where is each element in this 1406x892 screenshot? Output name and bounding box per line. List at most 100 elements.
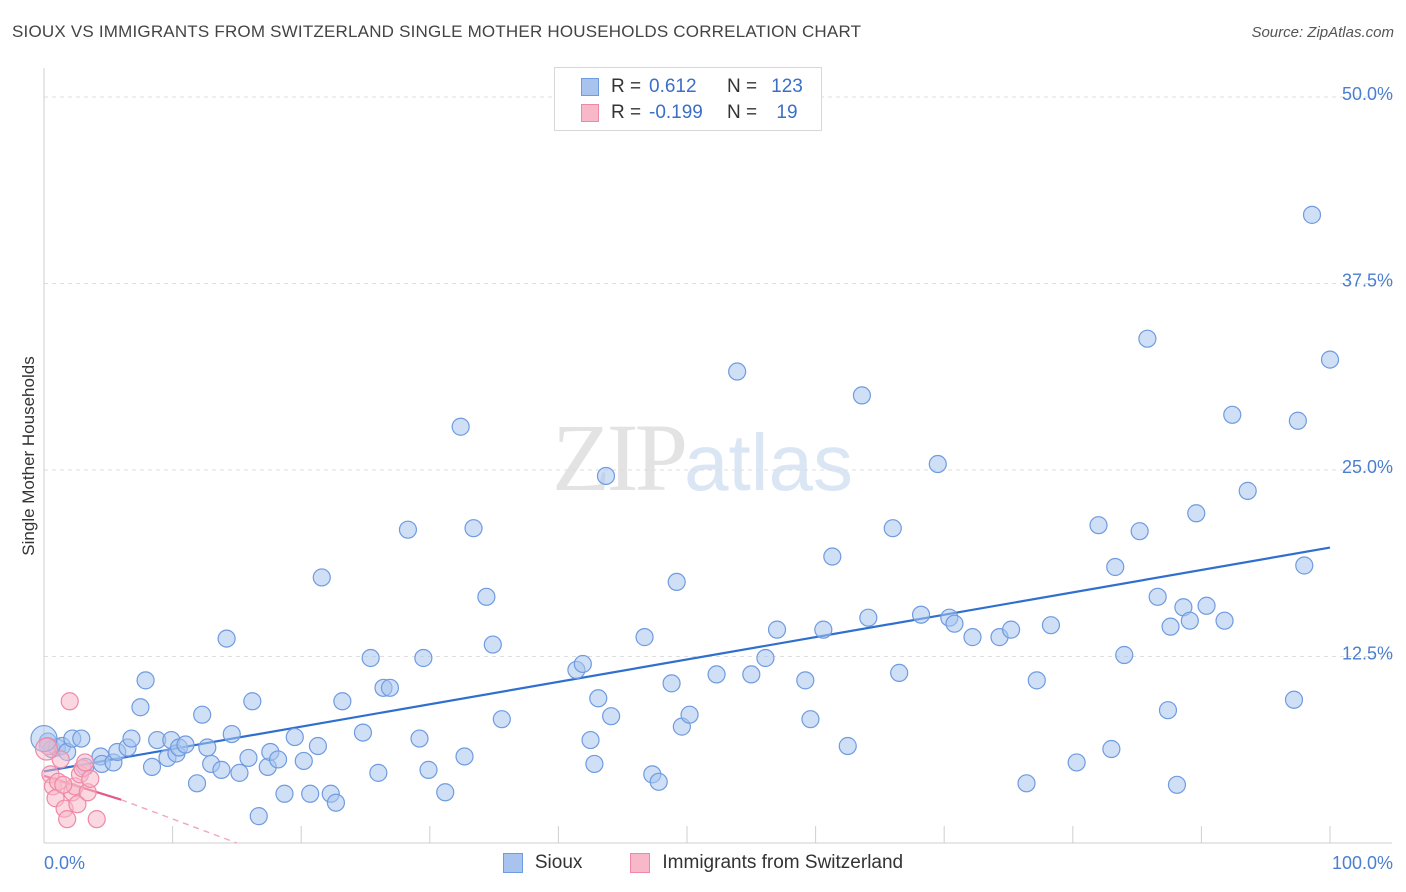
watermark-atlas: atlas	[684, 418, 853, 507]
correlation-legend: R = 0.612 N = 123 R = -0.199 N = 19	[554, 67, 822, 131]
point-sioux	[410, 729, 429, 748]
source-credit: Source: ZipAtlas.com	[1251, 24, 1394, 41]
y-axis-title: Single Mother Households	[19, 356, 38, 555]
point-sioux	[142, 757, 162, 777]
legend-row-switzerland: R = -0.199 N = 19	[581, 100, 807, 126]
legend-row-sioux: R = 0.612 N = 123	[581, 74, 807, 100]
point-sioux	[945, 614, 964, 633]
point-sioux	[294, 751, 313, 771]
point-sioux	[451, 417, 470, 436]
point-sioux	[301, 784, 320, 803]
point-sioux	[1238, 481, 1257, 500]
point-sioux	[398, 520, 418, 539]
legend-r-value: 0.612	[649, 76, 697, 97]
point-sioux	[585, 754, 604, 774]
point-sioux	[963, 628, 982, 647]
point-sioux	[380, 678, 400, 697]
point-sioux	[1223, 405, 1242, 424]
point-sioux	[312, 568, 331, 587]
legend-r-value: -0.199	[649, 102, 703, 123]
point-switzerland	[60, 692, 79, 711]
legend-n-value: 19	[776, 102, 798, 123]
point-sioux	[649, 772, 668, 791]
point-sioux	[1187, 504, 1206, 523]
chart-title: SIOUX VS IMMIGRANTS FROM SWITZERLAND SIN…	[12, 22, 862, 41]
series-legend-sioux[interactable]: Sioux	[502, 852, 582, 874]
legend-n-label: N =	[727, 76, 758, 97]
point-sioux	[217, 629, 236, 648]
point-sioux	[198, 738, 217, 757]
data-points	[30, 205, 1340, 829]
point-switzerland	[81, 769, 100, 788]
y-tick-label: 12.5%	[1342, 643, 1393, 663]
point-sioux	[275, 784, 294, 803]
axis-labels: 12.5% 25.0% 37.5% 50.0% 0.0% 100.0% Single Mot…	[19, 84, 1393, 873]
series-swatch-switzerland	[630, 853, 651, 873]
point-sioux	[1167, 775, 1187, 794]
point-switzerland	[87, 810, 106, 829]
point-sioux	[1102, 739, 1121, 759]
point-sioux	[419, 760, 438, 779]
point-sioux	[187, 774, 207, 793]
point-sioux	[176, 735, 195, 754]
point-sioux	[243, 692, 262, 711]
point-sioux	[193, 705, 212, 724]
point-switzerland	[68, 795, 87, 814]
point-sioux	[814, 620, 833, 639]
point-sioux	[911, 605, 931, 624]
point-sioux	[464, 519, 483, 538]
point-sioux	[436, 783, 455, 802]
point-sioux	[756, 648, 775, 668]
point-sioux	[1106, 557, 1125, 577]
point-sioux	[662, 674, 681, 693]
point-sioux	[212, 760, 231, 779]
point-sioux	[1027, 671, 1046, 690]
series-swatch-sioux	[502, 853, 523, 873]
watermark: ZIPatlas	[552, 402, 853, 513]
series-legend-switzerland[interactable]: Immigrants from Switzerland	[630, 852, 903, 874]
point-sioux	[285, 727, 304, 747]
trend-lines	[43, 546, 1331, 844]
point-sioux	[136, 671, 155, 690]
point-sioux	[477, 587, 496, 606]
point-sioux	[1180, 611, 1199, 630]
point-sioux	[728, 362, 747, 381]
point-switzerland-cluster	[34, 737, 59, 761]
series-label-switzerland: Immigrants from Switzerland	[662, 852, 904, 873]
point-sioux	[1295, 556, 1314, 575]
point-sioux	[1215, 611, 1234, 630]
point-sioux	[1115, 645, 1134, 665]
trend-line-sioux	[43, 546, 1331, 773]
point-sioux	[72, 729, 91, 748]
legend-n-value: 123	[771, 76, 803, 97]
point-sioux	[1041, 616, 1061, 635]
point-sioux	[1089, 516, 1108, 535]
point-switzerland	[51, 750, 70, 769]
point-sioux	[1284, 690, 1304, 709]
point-sioux	[1288, 411, 1307, 430]
y-tick-label: 50.0%	[1342, 84, 1393, 104]
point-switzerland	[58, 810, 77, 829]
point-sioux	[230, 763, 249, 782]
point-sioux	[326, 793, 346, 812]
point-sioux	[1161, 617, 1180, 636]
point-sioux	[581, 730, 600, 750]
axes	[43, 68, 1392, 844]
point-sioux	[483, 635, 502, 654]
point-sioux	[361, 648, 380, 668]
legend-n-label: N =	[727, 102, 758, 123]
point-sioux	[455, 747, 474, 766]
y-tick-label: 25.0%	[1342, 457, 1393, 477]
point-sioux	[1130, 522, 1149, 541]
y-tick-label: 37.5%	[1342, 270, 1393, 290]
legend-r-label: R =	[611, 102, 642, 123]
point-sioux	[596, 466, 616, 486]
point-sioux	[1158, 701, 1178, 720]
legend-swatch-sioux	[581, 78, 599, 96]
series-legend: Sioux Immigrants from Switzerland	[0, 852, 1406, 874]
point-sioux	[707, 665, 726, 684]
point-sioux	[1067, 753, 1086, 772]
x-tick-label: 100.0%	[1332, 853, 1393, 873]
point-sioux	[635, 628, 654, 647]
point-sioux	[928, 454, 947, 474]
